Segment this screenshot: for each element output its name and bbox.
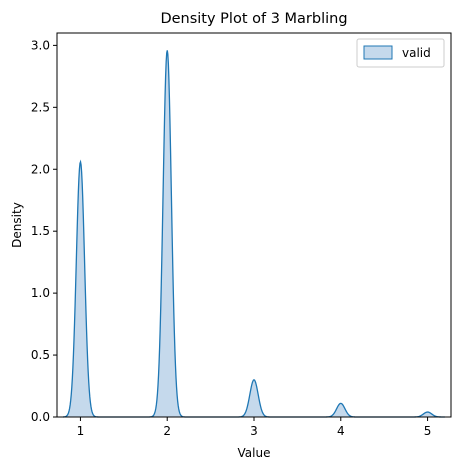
density-line-valid [63,50,445,418]
plot-frame [56,32,452,418]
y-tick-label: 2.0 [31,162,50,176]
y-tick-label: 3.0 [31,38,50,52]
density-area-valid [63,50,445,418]
legend: valid [356,38,445,68]
y-axis-ticks: 0.0 0.5 1.0 1.5 2.0 2.5 3.0 [31,38,57,424]
x-axis-label: Value [238,446,271,460]
y-tick-label: 0.5 [31,348,50,362]
plot-area [63,50,445,418]
legend-label-valid: valid [402,46,431,60]
y-tick-label: 1.0 [31,286,50,300]
y-tick-label: 1.5 [31,224,50,238]
x-axis-ticks: 1 2 3 4 5 [77,417,432,438]
x-tick-label: 3 [250,424,258,438]
chart-title: Density Plot of 3 Marbling [160,11,347,27]
legend-swatch-valid [363,45,393,60]
x-tick-label: 5 [424,424,432,438]
x-tick-label: 1 [77,424,85,438]
y-tick-label: 0.0 [31,410,50,424]
x-tick-label: 2 [163,424,171,438]
y-tick-label: 2.5 [31,100,50,114]
x-tick-label: 4 [337,424,345,438]
y-axis-label: Density [10,202,24,248]
